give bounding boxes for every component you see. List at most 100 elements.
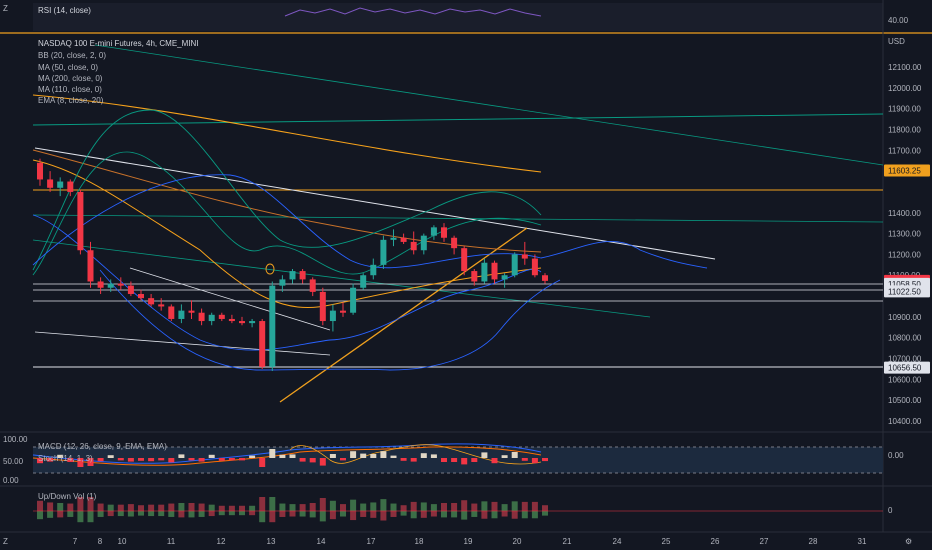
candle[interactable] (299, 268, 306, 284)
candle[interactable] (279, 275, 286, 292)
settings-gear-icon[interactable]: ⚙ (905, 537, 912, 546)
candle[interactable] (67, 179, 74, 197)
candle[interactable] (127, 281, 134, 297)
macd-bar (511, 452, 518, 458)
candle[interactable] (340, 302, 346, 317)
candle-body (138, 293, 144, 299)
time-axis[interactable]: 7 8 10 11 12 13 14 17 18 19 20 21 24 25 26 27 28 31 (73, 537, 867, 546)
candle[interactable] (441, 223, 447, 242)
vol-bar (259, 497, 266, 511)
candle[interactable] (370, 258, 377, 280)
candle[interactable] (430, 225, 437, 240)
candle[interactable] (542, 273, 548, 284)
candle[interactable] (289, 268, 296, 284)
candle[interactable] (269, 281, 276, 372)
teal-trendline[interactable] (32, 113, 884, 126)
candle-body (97, 281, 104, 288)
candle[interactable] (511, 252, 518, 278)
candle[interactable] (97, 277, 104, 294)
marker-ellipse[interactable] (265, 263, 275, 275)
candle[interactable] (198, 308, 205, 326)
vol-label[interactable]: Up/Down Vol (1) (38, 492, 97, 501)
candle[interactable] (208, 312, 215, 326)
candle[interactable] (148, 293, 155, 307)
indicator-ema8[interactable]: EMA (8, close, 20) (38, 96, 104, 105)
price-tag: 11603.25 (884, 164, 930, 177)
candle[interactable] (87, 241, 94, 288)
candle[interactable] (329, 304, 336, 332)
stoch-label[interactable]: Stoch (14, 1, 3) (38, 454, 93, 463)
macd-bar (218, 458, 225, 461)
candle[interactable] (380, 235, 387, 269)
candle[interactable] (350, 283, 357, 315)
candle[interactable] (239, 316, 245, 326)
indicator-ma110[interactable]: MA (110, close, 0) (38, 85, 102, 94)
candle[interactable] (107, 279, 114, 292)
candle[interactable] (400, 233, 407, 244)
teal-trendline[interactable] (32, 214, 884, 223)
candle[interactable] (410, 231, 417, 255)
candle[interactable] (461, 246, 468, 276)
candle[interactable] (531, 254, 538, 278)
vol-bar (511, 501, 518, 511)
macd-bar (309, 458, 316, 463)
candle[interactable] (390, 229, 397, 247)
candle[interactable] (138, 289, 144, 301)
white-trendline[interactable] (34, 147, 716, 260)
candle[interactable] (309, 277, 316, 297)
candle[interactable] (218, 312, 225, 322)
zoom-z-icon[interactable]: Z (3, 4, 8, 13)
candle[interactable] (481, 258, 488, 284)
candle[interactable] (521, 241, 528, 265)
candle-body (279, 279, 286, 286)
vol-bar (218, 511, 225, 516)
candle[interactable] (158, 298, 165, 311)
candle[interactable] (188, 300, 195, 319)
indicator-ma200[interactable]: MA (200, close, 0) (38, 74, 103, 83)
indicator-bb[interactable]: BB (20, close, 2, 0) (38, 51, 106, 60)
macd-label[interactable]: MACD (12, 26, close, 9, EMA, EMA) (38, 442, 167, 451)
candle[interactable] (420, 233, 427, 255)
candle[interactable] (471, 268, 478, 286)
candle[interactable] (178, 304, 185, 324)
macd-bar (521, 458, 528, 461)
vol-bar (168, 503, 175, 511)
vol-bar (198, 503, 205, 511)
candle[interactable] (451, 235, 458, 255)
candle[interactable] (259, 318, 266, 369)
vol-bar (77, 497, 84, 511)
teal-trendline[interactable] (94, 44, 884, 166)
price-tick: 12000.00 (888, 84, 922, 93)
vol-bar (410, 511, 417, 519)
candle[interactable] (228, 314, 235, 324)
time-tick: 8 (98, 537, 103, 546)
candle-body (491, 262, 498, 280)
candle[interactable] (57, 177, 64, 197)
symbol-title[interactable]: NASDAQ 100 E-mini Futures, 4h, CME_MINI (38, 39, 199, 48)
vol-bar (521, 501, 528, 511)
candle[interactable] (37, 158, 43, 186)
vol-bar (138, 511, 144, 516)
candle[interactable] (501, 273, 508, 288)
price-tick: 10800.00 (888, 334, 922, 343)
candles[interactable] (37, 158, 548, 372)
white-trendline[interactable] (34, 331, 331, 356)
indicator-ma50[interactable]: MA (50, close, 0) (38, 63, 98, 72)
vol-bar (148, 511, 155, 517)
zoom-z-icon[interactable]: Z (3, 537, 8, 546)
orange-trendline[interactable] (279, 227, 528, 403)
candle[interactable] (168, 304, 175, 322)
candle[interactable] (249, 318, 256, 328)
vol-bar (491, 501, 498, 511)
candle[interactable] (319, 287, 326, 326)
candle[interactable] (47, 171, 54, 192)
teal-trendline[interactable] (32, 239, 651, 318)
drawings[interactable] (32, 44, 884, 403)
candle[interactable] (77, 189, 84, 255)
vol-bar (67, 511, 74, 517)
white-trendline[interactable] (129, 267, 331, 331)
candle[interactable] (491, 260, 498, 284)
candle[interactable] (360, 273, 367, 290)
candle[interactable] (117, 277, 124, 290)
